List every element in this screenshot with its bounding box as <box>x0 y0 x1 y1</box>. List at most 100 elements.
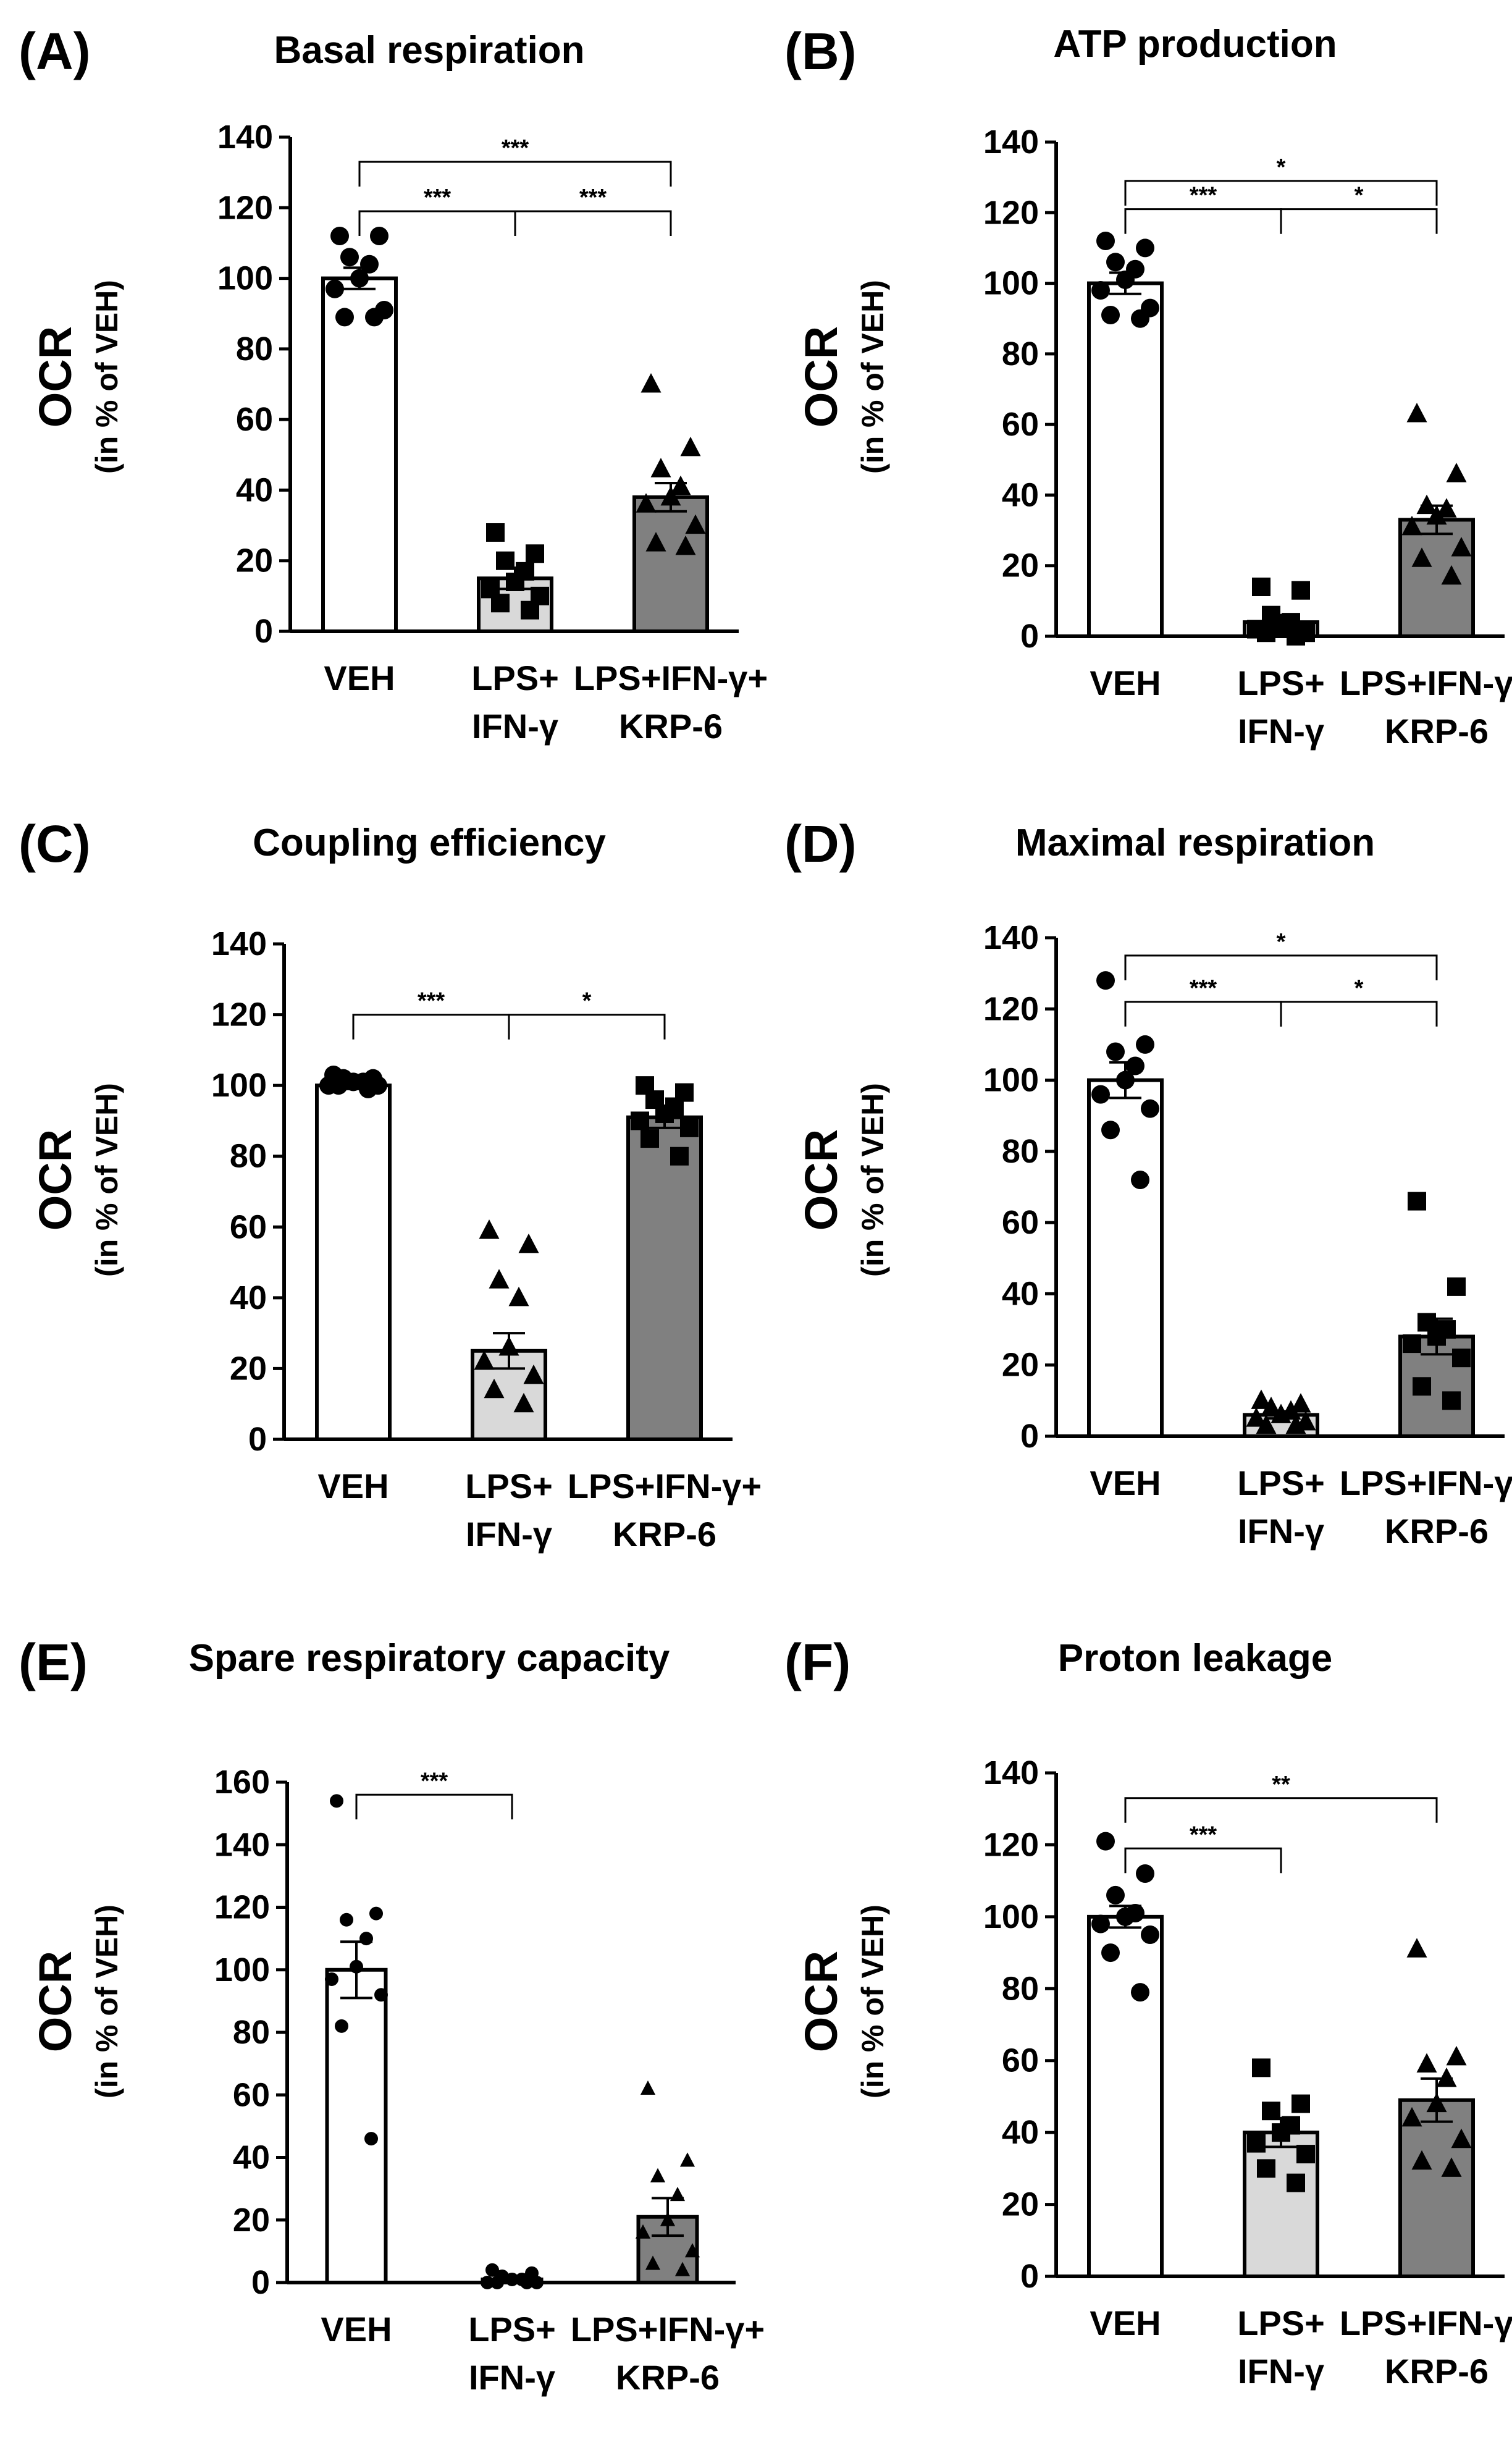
bar-3 <box>1398 2098 1475 2278</box>
y-tick-label: 60 <box>1002 406 1039 443</box>
data-point <box>670 1147 689 1166</box>
data-point <box>1101 1121 1120 1140</box>
data-point <box>1101 306 1120 324</box>
data-point <box>1091 1085 1110 1104</box>
panel-title: Proton leakage <box>1058 1637 1332 1680</box>
data-point <box>1251 1389 1272 1409</box>
data-point <box>1287 627 1305 646</box>
x-category-label: LPS+IFN-γ+ <box>571 2310 765 2349</box>
data-point <box>650 2168 666 2182</box>
data-point <box>670 2187 686 2202</box>
data-point <box>1426 2092 1447 2113</box>
panel-title: Maximal respiration <box>1015 822 1375 864</box>
panel-title: ATP production <box>1053 23 1337 65</box>
data-point <box>513 1392 534 1413</box>
data-point <box>1426 505 1447 525</box>
data-point <box>685 514 706 534</box>
data-point <box>344 1072 363 1092</box>
y-tick-label: 40 <box>1002 2114 1039 2151</box>
data-point <box>518 1233 539 1253</box>
data-point <box>489 1269 510 1289</box>
y-axis-label: OCR <box>796 1951 847 2052</box>
data-point <box>655 1104 674 1123</box>
data-point <box>1096 1832 1115 1851</box>
y-tick-label: 20 <box>1002 1347 1039 1384</box>
data-point <box>645 532 666 552</box>
significance-bracket <box>358 161 672 187</box>
data-point <box>1136 238 1154 258</box>
data-point <box>1427 1327 1446 1346</box>
significance-label: *** <box>1190 1822 1217 1848</box>
data-point <box>660 2211 676 2226</box>
significance-bracket <box>508 1014 666 1040</box>
x-category-label: VEH <box>321 2310 392 2349</box>
data-point <box>1436 2067 1457 2087</box>
chart-panel-6: (F) Proton leakage OCR (in % of VEH) 0 20 40 60… <box>784 1633 1512 2391</box>
data-point <box>340 1913 353 1927</box>
data-point <box>1106 1042 1125 1061</box>
data-point <box>670 475 691 495</box>
data-point <box>350 1959 363 1974</box>
data-point <box>1287 2173 1305 2192</box>
y-tick-label: 160 <box>214 1764 270 1801</box>
data-point <box>1252 578 1270 596</box>
chart-panel-3: (C) Coupling efficiency OCR (in % of VEH) 0 2… <box>19 815 762 1554</box>
data-point <box>1296 2145 1315 2164</box>
y-tick-label: 0 <box>1020 618 1039 655</box>
bar-1 <box>1087 1078 1164 1438</box>
bar-3 <box>1398 518 1475 639</box>
panel-letter: (F) <box>784 1633 850 1691</box>
significance-label: *** <box>579 185 607 211</box>
x-category-label: KRP-6 <box>619 707 723 746</box>
data-point <box>684 2243 700 2258</box>
y-axis-label: OCR <box>796 1129 847 1231</box>
x-category-label: KRP-6 <box>1385 712 1489 751</box>
data-point <box>1411 2150 1432 2170</box>
y-tick-label: 20 <box>1002 2186 1039 2223</box>
data-point <box>1416 2053 1437 2073</box>
x-category-label: IFN-γ <box>1238 1512 1324 1551</box>
x-category-label: LPS+ <box>468 2310 556 2349</box>
y-tick-label: 80 <box>1002 1970 1039 2007</box>
y-tick-label: 40 <box>1002 1275 1039 1312</box>
y-tick-label: 140 <box>983 124 1039 161</box>
data-point <box>329 1076 348 1095</box>
y-axis-label: OCR <box>30 326 81 427</box>
y-tick-label: 60 <box>1002 1204 1039 1241</box>
data-point <box>484 1378 505 1399</box>
data-point <box>325 1972 338 1986</box>
data-point <box>474 1350 495 1370</box>
x-category-label: LPS+IFN-γ+ <box>1340 663 1512 702</box>
data-point <box>1442 1391 1461 1410</box>
y-tick-label: 100 <box>214 1951 270 1988</box>
data-point <box>359 1932 373 1946</box>
x-category-label: LPS+IFN-γ+ <box>574 659 768 697</box>
y-tick-label: 40 <box>233 2139 270 2176</box>
data-point <box>1451 2128 1472 2148</box>
y-tick-label: 20 <box>230 1350 267 1387</box>
x-category-label: LPS+ <box>1237 2304 1325 2342</box>
significance-label: *** <box>1190 975 1217 1001</box>
data-point <box>365 308 384 327</box>
x-category-label: VEH <box>324 659 395 697</box>
y-tick-label: 20 <box>236 542 273 579</box>
x-category-label: KRP-6 <box>613 1515 716 1554</box>
data-point <box>350 269 369 288</box>
data-point <box>1446 463 1467 482</box>
panel-title: Spare respiratory capacity <box>189 1637 670 1680</box>
data-point <box>679 2152 695 2167</box>
data-point <box>1446 2045 1467 2066</box>
significance-label: *** <box>421 1768 448 1794</box>
data-point <box>1401 515 1422 536</box>
data-point <box>1292 581 1310 600</box>
data-point <box>1441 565 1462 585</box>
y-axis-sublabel: (in % of VEH) <box>90 280 124 474</box>
panel-letter: (A) <box>19 22 91 80</box>
data-point <box>680 436 701 457</box>
significance-label: *** <box>502 135 529 161</box>
data-point <box>680 1118 699 1137</box>
data-point <box>506 573 524 591</box>
y-tick-label: 40 <box>230 1279 267 1316</box>
data-point <box>1091 1914 1110 1934</box>
